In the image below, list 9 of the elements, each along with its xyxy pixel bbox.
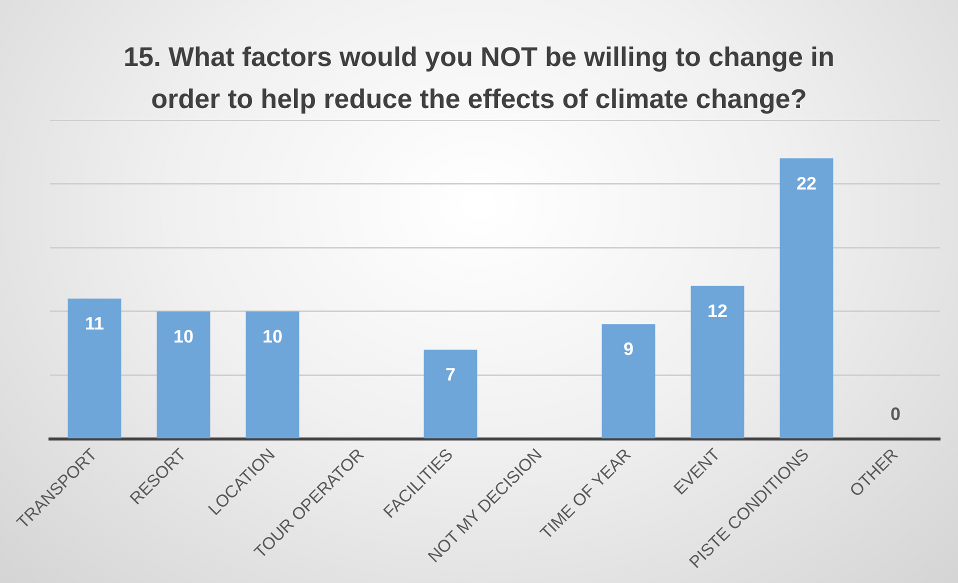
data-label: 11: [84, 314, 104, 334]
data-label: 7: [445, 364, 456, 385]
data-label: 12: [707, 300, 728, 321]
chart-title: 15. What factors would you NOT be willing to change in order to help reduce the effects of climate change?: [122, 41, 836, 116]
data-label: 10: [173, 326, 194, 346]
data-label: 0: [890, 404, 901, 424]
data-label: 10: [262, 326, 283, 346]
data-label: 22: [796, 173, 817, 194]
data-label: 9: [623, 339, 634, 360]
